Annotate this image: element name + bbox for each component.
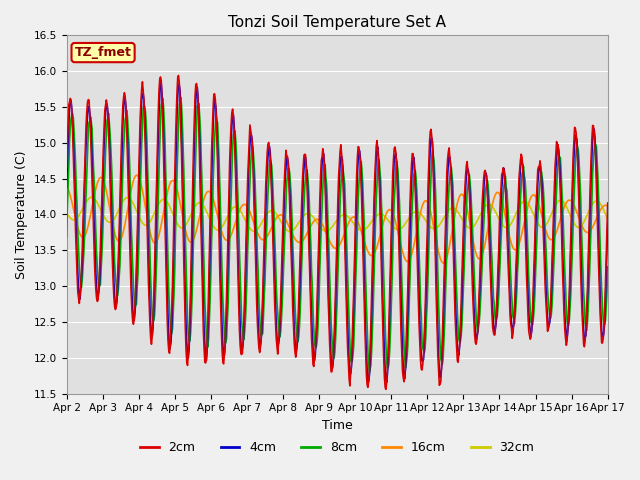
4cm	[604, 221, 612, 227]
2cm	[556, 171, 563, 177]
16cm	[132, 172, 140, 178]
Title: Tonzi Soil Temperature Set A: Tonzi Soil Temperature Set A	[228, 15, 446, 30]
8cm	[436, 342, 444, 348]
4cm	[157, 79, 164, 84]
2cm	[63, 165, 70, 170]
16cm	[330, 244, 337, 250]
8cm	[365, 370, 373, 376]
Y-axis label: Soil Temperature (C): Soil Temperature (C)	[15, 150, 28, 279]
2cm	[330, 354, 337, 360]
32cm	[88, 194, 95, 200]
2cm	[382, 386, 390, 392]
4cm	[182, 323, 190, 328]
16cm	[439, 260, 447, 266]
16cm	[182, 229, 190, 235]
4cm	[556, 160, 563, 166]
Text: TZ_fmet: TZ_fmet	[75, 46, 132, 59]
8cm	[556, 156, 563, 162]
Line: 32cm: 32cm	[67, 197, 608, 231]
4cm	[436, 374, 444, 380]
32cm	[330, 221, 338, 227]
4cm	[382, 377, 390, 383]
32cm	[286, 228, 294, 234]
2cm	[205, 252, 213, 257]
Line: 4cm: 4cm	[67, 82, 608, 383]
4cm	[383, 380, 390, 385]
Line: 8cm: 8cm	[67, 97, 608, 373]
4cm	[330, 357, 337, 363]
32cm	[205, 215, 213, 221]
Line: 2cm: 2cm	[67, 75, 608, 389]
2cm	[604, 200, 612, 206]
2cm	[383, 378, 390, 384]
4cm	[205, 278, 213, 284]
16cm	[435, 252, 443, 258]
2cm	[182, 347, 190, 352]
16cm	[382, 212, 390, 217]
32cm	[604, 216, 612, 222]
16cm	[63, 184, 70, 190]
Line: 16cm: 16cm	[67, 175, 608, 263]
4cm	[63, 185, 70, 191]
32cm	[383, 216, 390, 221]
8cm	[383, 360, 390, 366]
32cm	[556, 197, 563, 203]
Legend: 2cm, 4cm, 8cm, 16cm, 32cm: 2cm, 4cm, 8cm, 16cm, 32cm	[135, 436, 540, 459]
32cm	[63, 210, 70, 216]
16cm	[205, 189, 213, 194]
2cm	[175, 72, 182, 78]
16cm	[604, 204, 612, 209]
16cm	[556, 219, 563, 225]
8cm	[182, 261, 190, 266]
8cm	[604, 264, 612, 270]
8cm	[205, 318, 213, 324]
32cm	[436, 221, 444, 227]
8cm	[177, 95, 184, 100]
8cm	[330, 354, 337, 360]
X-axis label: Time: Time	[322, 419, 353, 432]
2cm	[436, 381, 444, 387]
32cm	[182, 222, 190, 228]
8cm	[63, 234, 70, 240]
